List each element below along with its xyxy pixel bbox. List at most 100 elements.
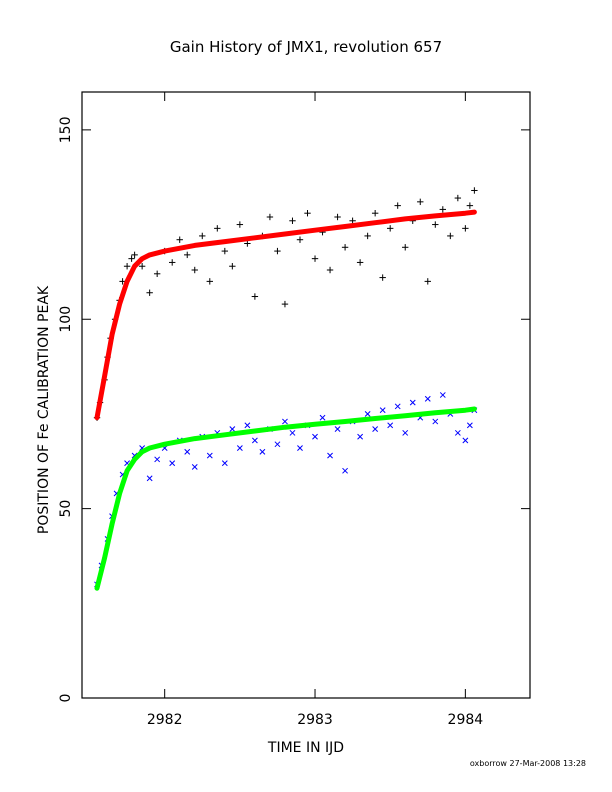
fit-line [94,209,477,421]
x-marker [282,418,288,425]
x-marker [379,407,386,414]
plus-marker [394,202,401,209]
plus-marker [432,221,439,228]
x-marker [364,411,371,417]
x-marker [169,460,176,467]
x-marker [206,452,213,459]
x-marker [394,403,401,410]
series-0 [93,187,478,421]
series-1 [94,209,477,421]
plus-marker [244,240,251,247]
plus-marker [417,198,424,206]
plus-marker [131,251,138,259]
series-2 [94,392,478,588]
x-marker [312,433,318,440]
x-marker [466,422,473,429]
plus-marker [128,255,135,262]
y-tick-label: 150 [58,117,74,144]
plus-marker [334,213,341,221]
plus-marker [424,278,431,285]
y-axis: 0 50 100 150 [58,117,530,703]
plus-marker [214,225,221,232]
x-marker [372,426,379,433]
plus-marker [304,210,311,217]
plus-marker [364,232,371,240]
plus-marker [251,293,259,300]
plus-marker [466,202,474,209]
x-marker [274,441,281,448]
plus-marker [146,289,153,296]
x-marker [154,456,161,463]
x-tick-label: 2984 [448,712,484,728]
x-marker [221,460,228,467]
x-marker [439,392,446,398]
chart-title: Gain History of JMX1, revolution 657 [170,38,442,56]
plus-marker [439,206,447,213]
x-marker [184,448,191,455]
x-marker [357,433,364,440]
plus-marker [184,251,191,259]
plus-marker [176,236,183,243]
x-marker [146,475,153,482]
x-marker [297,445,303,451]
plus-marker [289,217,296,224]
x-marker [259,448,266,455]
plus-marker [274,247,281,255]
plot-frame [81,91,531,699]
plus-marker [199,232,206,240]
plot-area [93,187,478,591]
plus-marker [236,221,244,228]
x-marker [334,426,341,433]
plus-marker [462,225,469,232]
x-marker [236,445,243,451]
plus-marker [221,247,229,255]
plus-marker [206,278,213,285]
plus-marker [281,300,289,308]
plus-marker [471,187,478,194]
plus-marker [326,266,334,274]
plus-marker [341,244,349,251]
y-tick-label: 0 [58,694,74,703]
x-axis-label: TIME IN IJD [267,740,344,756]
x-marker [432,418,439,425]
x-marker [424,395,431,402]
y-tick-label: 50 [58,500,74,518]
footer-credit: oxborrow 27-Mar-2008 13:28 [470,759,586,768]
x-marker [402,429,409,436]
y-tick-label: 100 [58,306,74,333]
plus-marker [447,232,454,240]
plus-marker [386,225,394,232]
series-3 [94,406,477,591]
plus-marker [311,255,319,262]
x-marker [327,452,333,459]
x-marker [454,429,461,436]
fit-line [94,406,477,591]
plus-marker [454,194,462,202]
plus-marker [402,244,409,251]
x-marker [462,437,469,444]
plus-marker [296,236,304,243]
x-marker [289,429,296,436]
plus-marker [229,263,236,270]
x-tick-label: 2982 [147,712,183,728]
x-axis: 2982 2983 2984 [147,92,483,728]
plus-marker [349,217,356,224]
x-marker [342,467,349,474]
plus-marker [266,213,274,221]
plus-marker [191,266,198,274]
x-marker [409,399,416,406]
x-marker [387,422,394,429]
plus-marker [356,259,364,266]
plus-marker [123,263,131,270]
x-tick-label: 2983 [297,712,333,728]
x-marker [319,414,326,421]
x-marker [229,426,236,433]
plus-marker [379,274,386,281]
x-marker [251,437,258,444]
x-marker [244,422,251,429]
x-marker [191,464,198,470]
plus-marker [153,270,161,277]
plus-marker [169,259,176,266]
plus-marker [371,210,379,217]
